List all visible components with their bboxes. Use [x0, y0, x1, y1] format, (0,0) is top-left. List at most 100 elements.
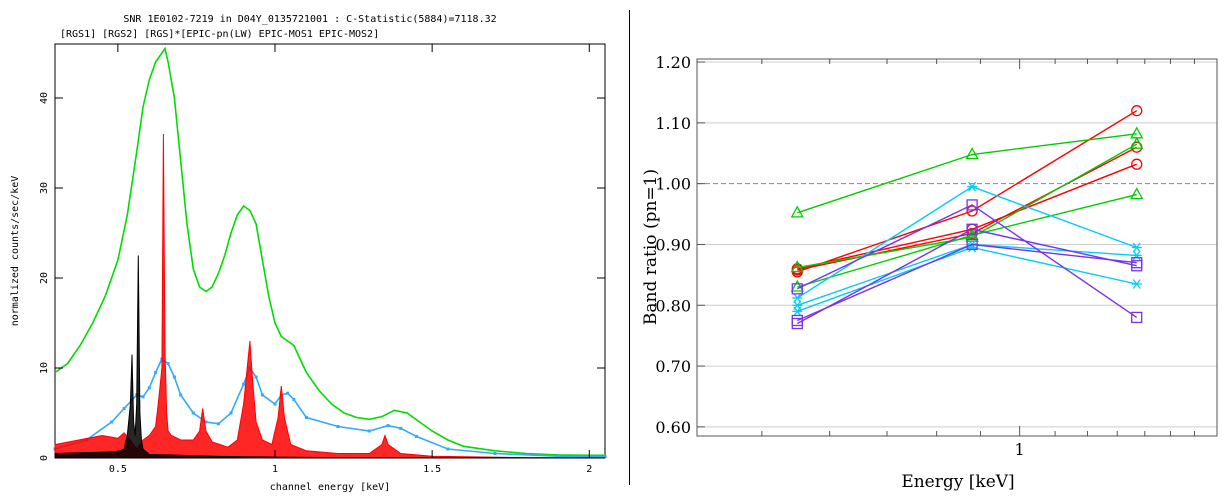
- spectrum-point: [229, 411, 233, 415]
- spectrum-point: [399, 426, 403, 430]
- spectrum-point: [179, 393, 183, 397]
- spectrum-point: [446, 447, 450, 451]
- band-ratio-y-axis-label: Band ratio (pn=1): [641, 169, 661, 325]
- spectrum-point: [216, 422, 220, 426]
- spectrum-point: [204, 420, 208, 424]
- spectrum-point: [166, 362, 170, 365]
- band-ratio-plot-frame: [696, 58, 1218, 437]
- spectrum-y-axis-label: normalized counts/sec/keV: [10, 176, 21, 327]
- band-ratio-marker-square: [1131, 311, 1143, 324]
- band-ratio-marker-square: [966, 199, 978, 211]
- band-ratio-marker-square: [1131, 260, 1143, 272]
- band-ratio-y-tick-label: 1.10: [655, 114, 691, 133]
- spectrum-x-axis-label: channel energy [keV]: [270, 482, 390, 493]
- spectrum-point: [556, 454, 560, 458]
- spectrum-x-tick-label: 0.5: [109, 464, 127, 475]
- band-ratio-y-tick-label: 1.20: [655, 53, 691, 72]
- band-ratio-marker-asterisk: [792, 306, 803, 317]
- spectrum-x-axis: 0.5 1 1.5 2: [109, 44, 592, 475]
- band-ratio-marker-triangle: [790, 260, 804, 273]
- spectrum-point: [292, 398, 296, 401]
- spectrum-point: [191, 411, 195, 415]
- band-ratio-y-tick-label: 0.90: [655, 235, 691, 254]
- spectrum-point: [286, 391, 290, 395]
- asterisk-stroke: [1132, 250, 1141, 261]
- spectrum-point: [367, 429, 371, 433]
- band-ratio-marker-triangle: [1130, 136, 1144, 149]
- spectrum-point: [304, 416, 308, 419]
- band-ratio-marker-circle: [966, 205, 978, 217]
- spectrum-chart-panel: SNR 1E0102-7219 in D04Y_0135721001 : C-S…: [10, 14, 607, 493]
- spectrum-point: [386, 424, 390, 428]
- spectrum-y-axis: 0 10 20 30 40: [39, 92, 605, 461]
- spectrum-point: [493, 452, 497, 455]
- asterisk-stroke: [793, 300, 802, 311]
- band-ratio-marker-asterisk: [1131, 279, 1142, 289]
- spectrum-x-tick-label: 1: [272, 464, 278, 475]
- spectrum-point: [122, 407, 126, 410]
- band-ratio-marker-triangle: [1130, 187, 1144, 200]
- band-ratio-x-tick-label: 1: [1015, 440, 1025, 459]
- band-ratio-series-group: [790, 105, 1144, 330]
- spectrum-point: [414, 434, 418, 438]
- band-ratio-x-axis: 1: [761, 59, 1195, 459]
- asterisk-stroke: [793, 293, 802, 303]
- asterisk-stroke: [1132, 279, 1141, 289]
- band-ratio-marker-circle: [1131, 158, 1143, 170]
- spectrum-x-tick-label: 2: [586, 464, 592, 475]
- spectrum-y-tick-label: 10: [39, 362, 50, 374]
- band-ratio-marker-asterisk: [1131, 242, 1142, 253]
- band-ratio-series-2-line: [797, 163, 1137, 270]
- band-ratio-y-tick-label: 0.60: [655, 418, 691, 437]
- band-ratio-marker-triangle: [1130, 126, 1144, 139]
- band-ratio-marker-asterisk: [792, 293, 803, 303]
- spectrum-point: [603, 455, 607, 459]
- band-ratio-y-tick-label: 0.70: [655, 357, 691, 376]
- band-ratio-marker-square: [966, 223, 978, 235]
- spectrum-y-tick-label: 0: [39, 455, 50, 461]
- band-ratio-marker-circle: [791, 263, 803, 275]
- band-ratio-marker-asterisk: [967, 181, 978, 192]
- band-ratio-series-5-line: [797, 193, 1137, 288]
- asterisk-stroke: [1132, 242, 1141, 253]
- spectrum-point: [273, 402, 277, 406]
- band-ratio-y-tick-label: 0.80: [655, 296, 691, 315]
- band-ratio-series-9-line: [796, 204, 1138, 318]
- spectrum-point: [110, 420, 114, 424]
- spectrum-chart-subtitle: [RGS1] [RGS2] [RGS]*[EPIC-pn(LW) EPIC-MO…: [60, 29, 379, 40]
- spectrum-series-group: [53, 46, 607, 459]
- band-ratio-marker-circle: [1131, 105, 1143, 117]
- spectrum-y-tick-label: 40: [39, 92, 50, 104]
- asterisk-stroke: [968, 181, 977, 192]
- spectrum-chart: SNR 1E0102-7219 in D04Y_0135721001 : C-S…: [10, 14, 607, 493]
- band-ratio-marker-square: [966, 238, 978, 251]
- band-ratio-series-11-line: [796, 228, 1137, 325]
- band-ratio-x-axis-label: Energy [keV]: [901, 472, 1014, 492]
- band-ratio-chart: 1 0.60 0.70 0.80 0.90 1.00 1.10 1.20 Energy [k…: [641, 53, 1218, 492]
- panel-divider: [629, 10, 630, 485]
- band-ratio-series-10-line: [797, 243, 1137, 322]
- band-ratio-marker-triangle: [965, 147, 979, 160]
- spectrum-y-tick-label: 20: [39, 272, 50, 284]
- spectrum-point: [336, 425, 340, 428]
- band-ratio-grid: [697, 61, 1217, 428]
- spectrum-series-0-line: [54, 46, 605, 457]
- band-ratio-chart-panel: 1 0.60 0.70 0.80 0.90 1.00 1.10 1.20 Energy [k…: [632, 0, 1225, 495]
- spectrum-point: [141, 395, 145, 399]
- spectrum-y-tick-label: 30: [39, 182, 50, 194]
- spectrum-point: [147, 386, 151, 390]
- spectrum-point: [242, 382, 246, 386]
- spectrum-chart-title: SNR 1E0102-7219 in D04Y_0135721001 : C-S…: [123, 14, 496, 25]
- spectrum-x-tick-label: 1.5: [423, 464, 441, 475]
- band-ratio-y-tick-label: 1.00: [655, 175, 691, 194]
- band-ratio-marker-asterisk: [1131, 250, 1142, 261]
- band-ratio-marker-square: [791, 283, 803, 295]
- spectrum-point: [254, 375, 258, 379]
- band-ratio-y-axis: 0.60 0.70 0.80 0.90 1.00 1.10 1.20: [655, 53, 705, 437]
- band-ratio-marker-square: [791, 317, 803, 330]
- band-ratio-series-4-line: [797, 143, 1138, 269]
- band-ratio-marker-triangle: [790, 205, 804, 218]
- band-ratio-series-3-line: [797, 133, 1137, 214]
- band-ratio-marker-asterisk: [792, 300, 803, 311]
- spectrum-point: [260, 393, 264, 397]
